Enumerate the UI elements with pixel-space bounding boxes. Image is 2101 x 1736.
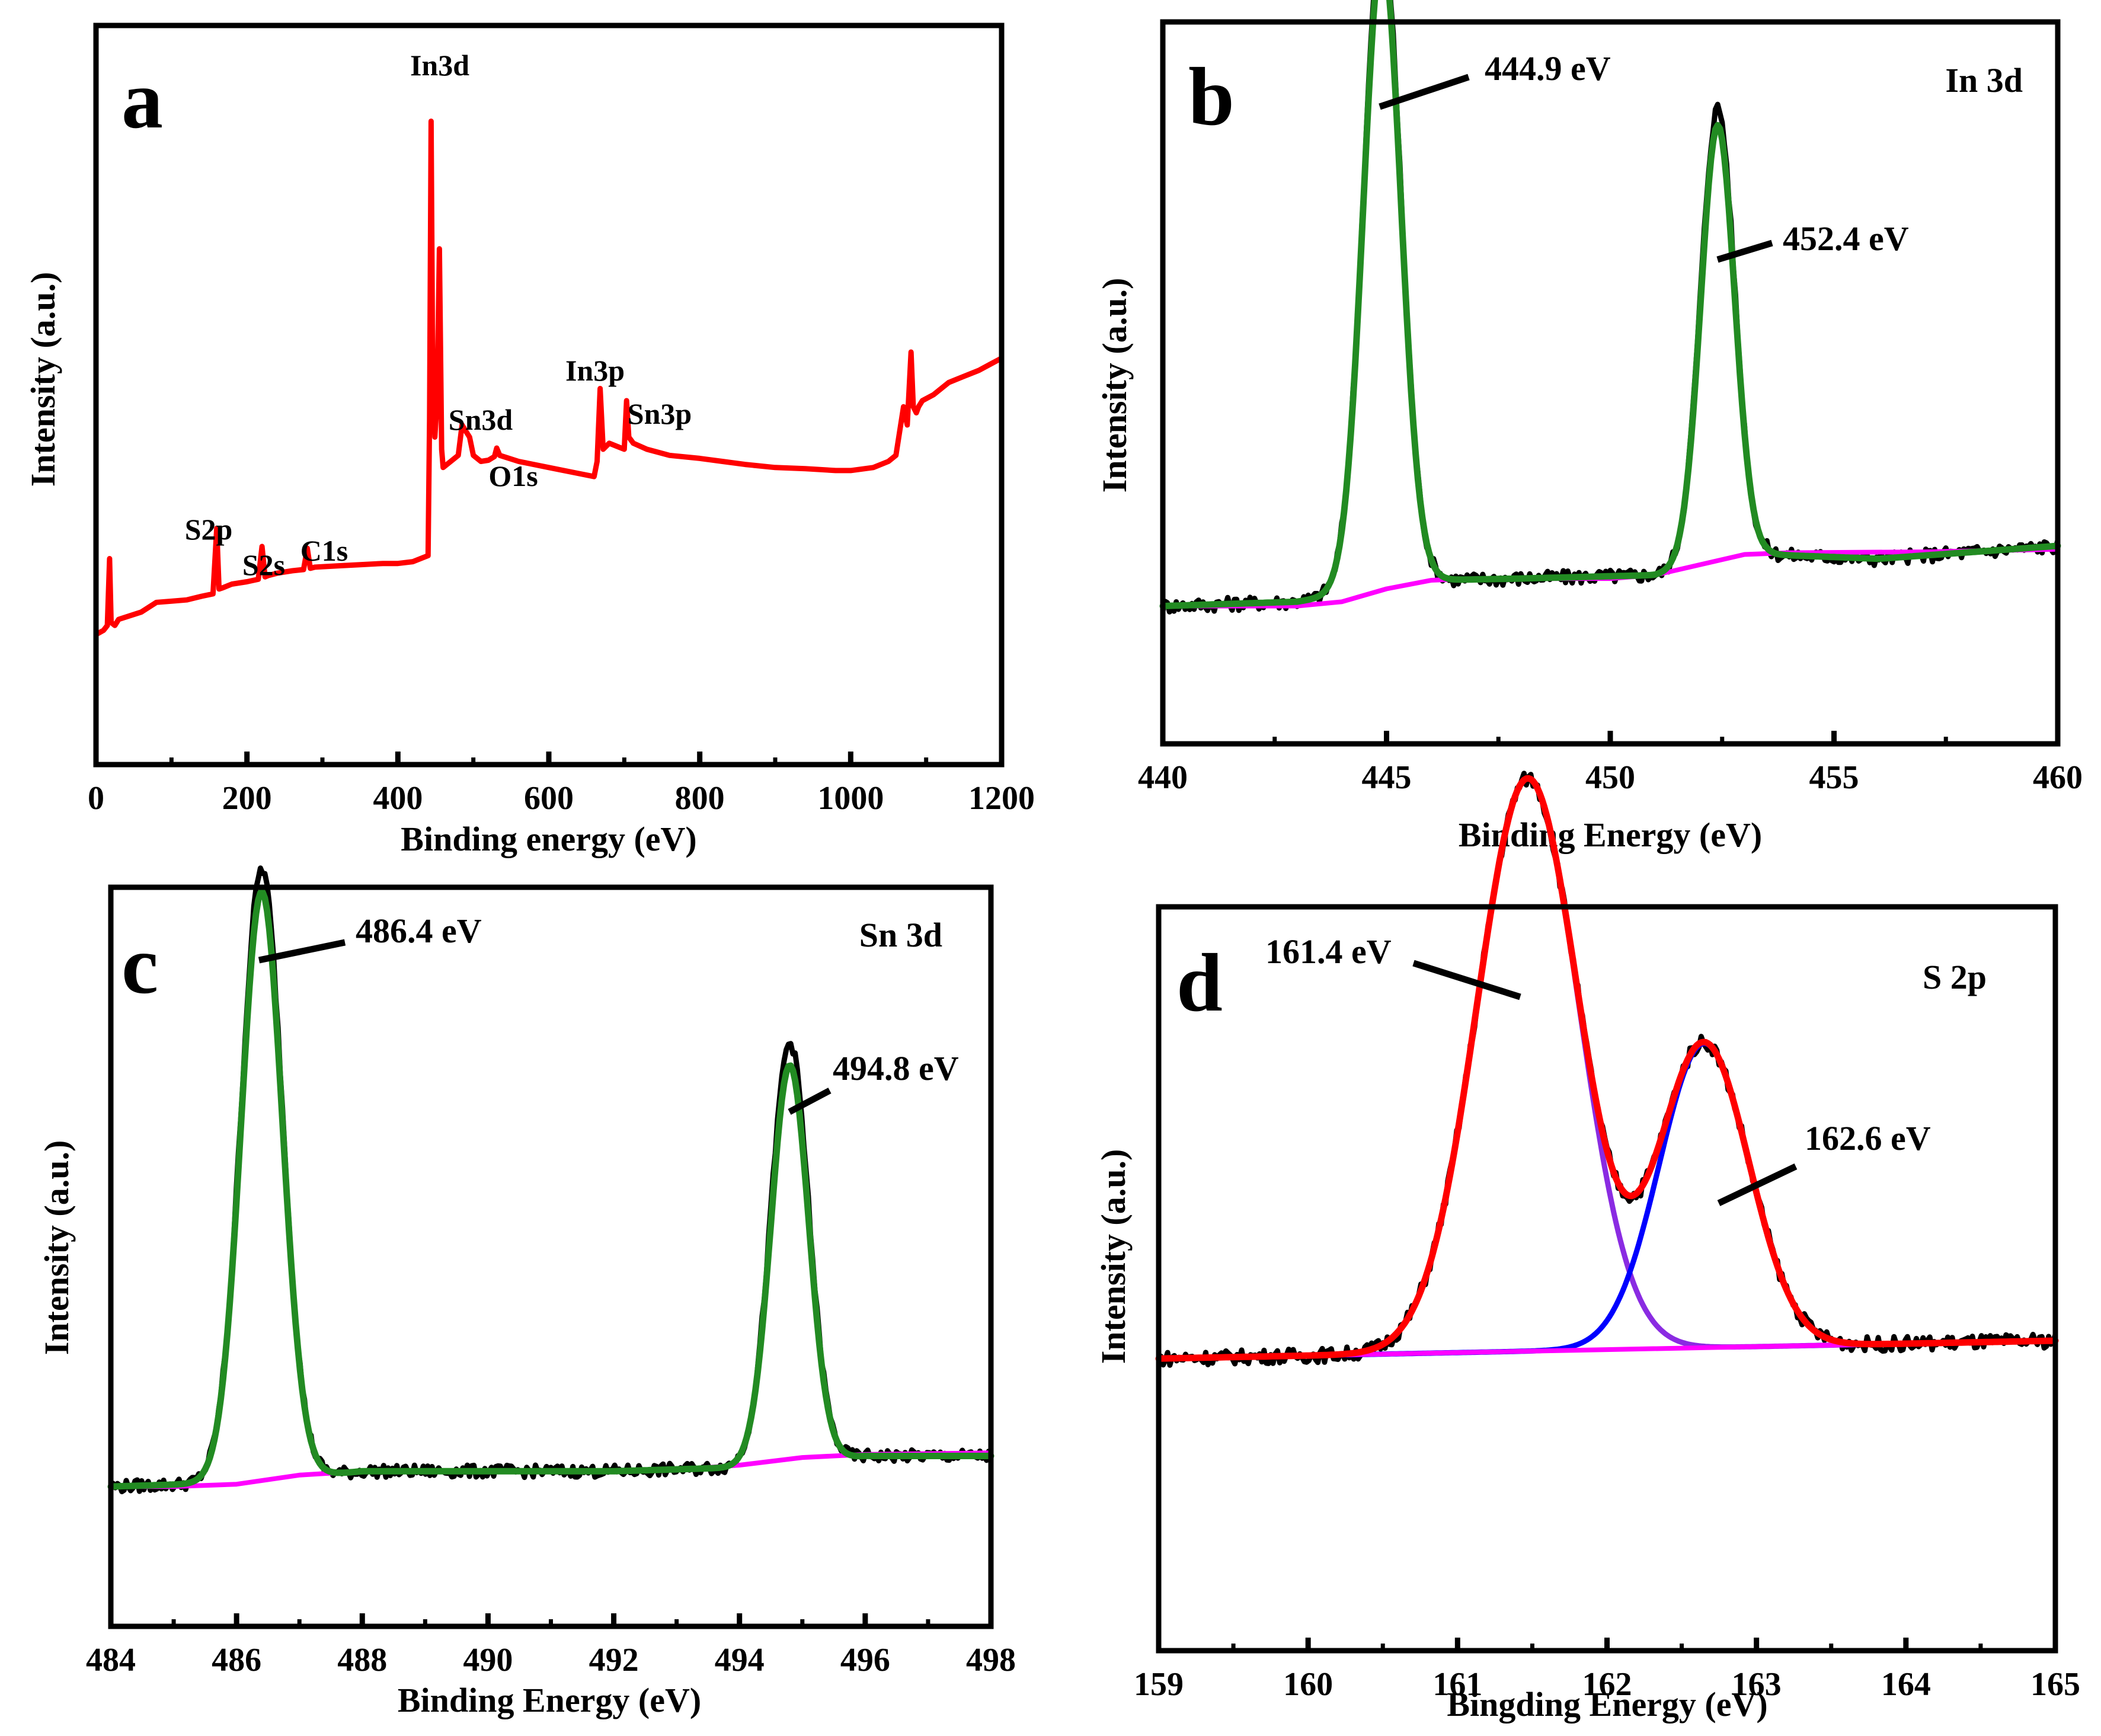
panel-b-pointer-2 <box>1716 239 1773 263</box>
panel-b-annot-1: 444.9 eV <box>1485 49 1611 88</box>
panel-a-xtick-label: 800 <box>675 780 725 817</box>
panel-c-pointer-1 <box>258 939 346 964</box>
panel-d-series-component-161.4 <box>1156 775 2058 1361</box>
panel-c: 484 486 488 490 492 494 496 498 c Sn 3d Binding… <box>37 865 1016 1719</box>
panel-c-series-fit <box>107 888 994 1490</box>
panel-c-title: Sn 3d <box>859 916 942 954</box>
panel-c-ticks <box>108 1613 994 1626</box>
panel-b-label: b <box>1188 51 1235 143</box>
panel-a-annot-In3d: In3d <box>410 49 469 82</box>
panel-c-frame <box>108 884 994 1629</box>
panel-a-xlabel: Binding energy (eV) <box>401 820 696 858</box>
panel-c-annot-1: 486.4 eV <box>356 912 482 950</box>
panel-a-series-survey <box>93 119 1005 638</box>
panel-b-xtick-label: 455 <box>1809 759 1859 796</box>
panel-b-annot-2: 452.4 eV <box>1783 219 1909 258</box>
panel-a-label: a <box>121 54 163 146</box>
panel-b-series <box>1159 0 2061 615</box>
panel-d-annot-2: 162.6 eV <box>1805 1119 1931 1158</box>
panel-a-xtick-label: 1200 <box>968 780 1035 817</box>
panel-b-ylabel: Intensity (a.u.) <box>1095 278 1134 493</box>
panel-d-series-raw <box>1156 771 2058 1368</box>
panel-b-pointer-1 <box>1379 73 1470 110</box>
panel-d-annot-1: 161.4 eV <box>1265 932 1392 971</box>
panel-d-series-component-162.6 <box>1156 1041 2058 1361</box>
panel-a-xtick-label: 0 <box>88 780 104 817</box>
panel-d: 159 160 161 162 163 164 165 d S 2p Bingding En… <box>1094 771 2080 1724</box>
panel-a-annot-Sn3d: Sn3d <box>449 403 513 436</box>
panel-c-series-raw <box>108 865 994 1495</box>
panel-c-xtick-label: 492 <box>589 1642 639 1679</box>
panel-d-xtick-label: 164 <box>1881 1666 1931 1703</box>
panel-d-xtick-label: 161 <box>1432 1666 1482 1703</box>
panel-d-xtick-label: 159 <box>1134 1666 1184 1703</box>
panel-d-ylabel: Intensity (a.u.) <box>1094 1149 1133 1364</box>
panel-a-ticks <box>93 752 1005 765</box>
panel-b-xtick-label: 460 <box>2033 759 2083 796</box>
panel-a-ticklabels: 0 200 400 600 800 1000 1200 <box>88 780 1035 817</box>
panel-a-frame <box>93 23 1005 768</box>
panel-c-xtick-label: 498 <box>966 1642 1016 1679</box>
panel-b: 440 445 450 455 460 b In 3d Binding Energy (… <box>1095 0 2083 854</box>
panel-b-xtick-label: 440 <box>1138 759 1188 796</box>
panel-c-xtick-label: 490 <box>463 1642 513 1679</box>
panel-d-series <box>1155 771 2059 1368</box>
panel-d-title: S 2p <box>1923 958 1987 996</box>
panel-c-xtick-label: 486 <box>212 1642 261 1679</box>
panel-a: 0 200 400 600 800 1000 1200 a Binding energy (… <box>24 23 1035 858</box>
panel-d-ticklabels: 159 160 161 162 163 164 165 <box>1134 1666 2080 1703</box>
panel-c-series <box>107 865 994 1495</box>
panel-a-annot-Sn3p: Sn3p <box>628 397 692 430</box>
panel-a-annot-O1s: O1s <box>488 459 538 493</box>
panel-a-annot-S2p: S2p <box>185 513 233 546</box>
panel-a-xtick-label: 400 <box>373 780 423 817</box>
panel-a-xtick-label: 1000 <box>817 780 884 817</box>
panel-c-ylabel: Intensity (a.u.) <box>37 1140 76 1355</box>
panel-b-xtick-label: 450 <box>1585 759 1635 796</box>
panel-b-series-fit <box>1159 0 2061 609</box>
panel-b-series-raw <box>1160 0 2061 615</box>
panel-a-annot-In3p: In3p <box>565 354 625 387</box>
panel-c-label: c <box>121 919 158 1011</box>
panel-c-xtick-label: 494 <box>715 1642 765 1679</box>
panel-d-xlabel: Bingding Energy (eV) <box>1447 1685 1767 1724</box>
panel-d-ticks <box>1156 1638 2058 1651</box>
panel-c-annot-2: 494.8 eV <box>833 1049 959 1088</box>
panel-d-pointer-2 <box>1717 1163 1798 1206</box>
panel-d-pointer-1 <box>1412 960 1521 1000</box>
panel-d-xtick-label: 165 <box>2030 1666 2080 1703</box>
panel-c-xlabel: Binding Energy (eV) <box>398 1681 701 1719</box>
panel-a-ylabel: Intensity (a.u.) <box>24 272 62 487</box>
panel-b-xtick-label: 445 <box>1362 759 1412 796</box>
panel-d-xtick-label: 163 <box>1732 1666 1782 1703</box>
panel-b-title: In 3d <box>1945 61 2023 100</box>
panel-d-xtick-label: 162 <box>1582 1666 1632 1703</box>
panel-d-label: d <box>1176 937 1223 1029</box>
panel-d-frame <box>1156 904 2058 1654</box>
panel-d-xtick-label: 160 <box>1283 1666 1333 1703</box>
panel-b-frame <box>1160 19 2061 747</box>
panel-b-ticks <box>1160 731 2061 744</box>
panel-a-xtick-label: 200 <box>222 780 272 817</box>
panel-c-pointer-2 <box>788 1088 832 1115</box>
panel-c-ticklabels: 484 486 488 490 492 494 496 498 <box>86 1642 1016 1679</box>
panel-a-annot-S2s: S2s <box>242 548 285 581</box>
panel-a-series <box>93 119 1005 638</box>
panel-d-series-fit <box>1155 775 2059 1362</box>
panel-c-xtick-label: 484 <box>86 1642 136 1679</box>
panel-c-xtick-label: 496 <box>840 1642 890 1679</box>
panel-a-annot-C1s: C1s <box>300 534 348 567</box>
panel-a-xtick-label: 600 <box>524 780 574 817</box>
panel-b-ticklabels: 440 445 450 455 460 <box>1138 759 2083 796</box>
panel-c-xtick-label: 488 <box>337 1642 387 1679</box>
